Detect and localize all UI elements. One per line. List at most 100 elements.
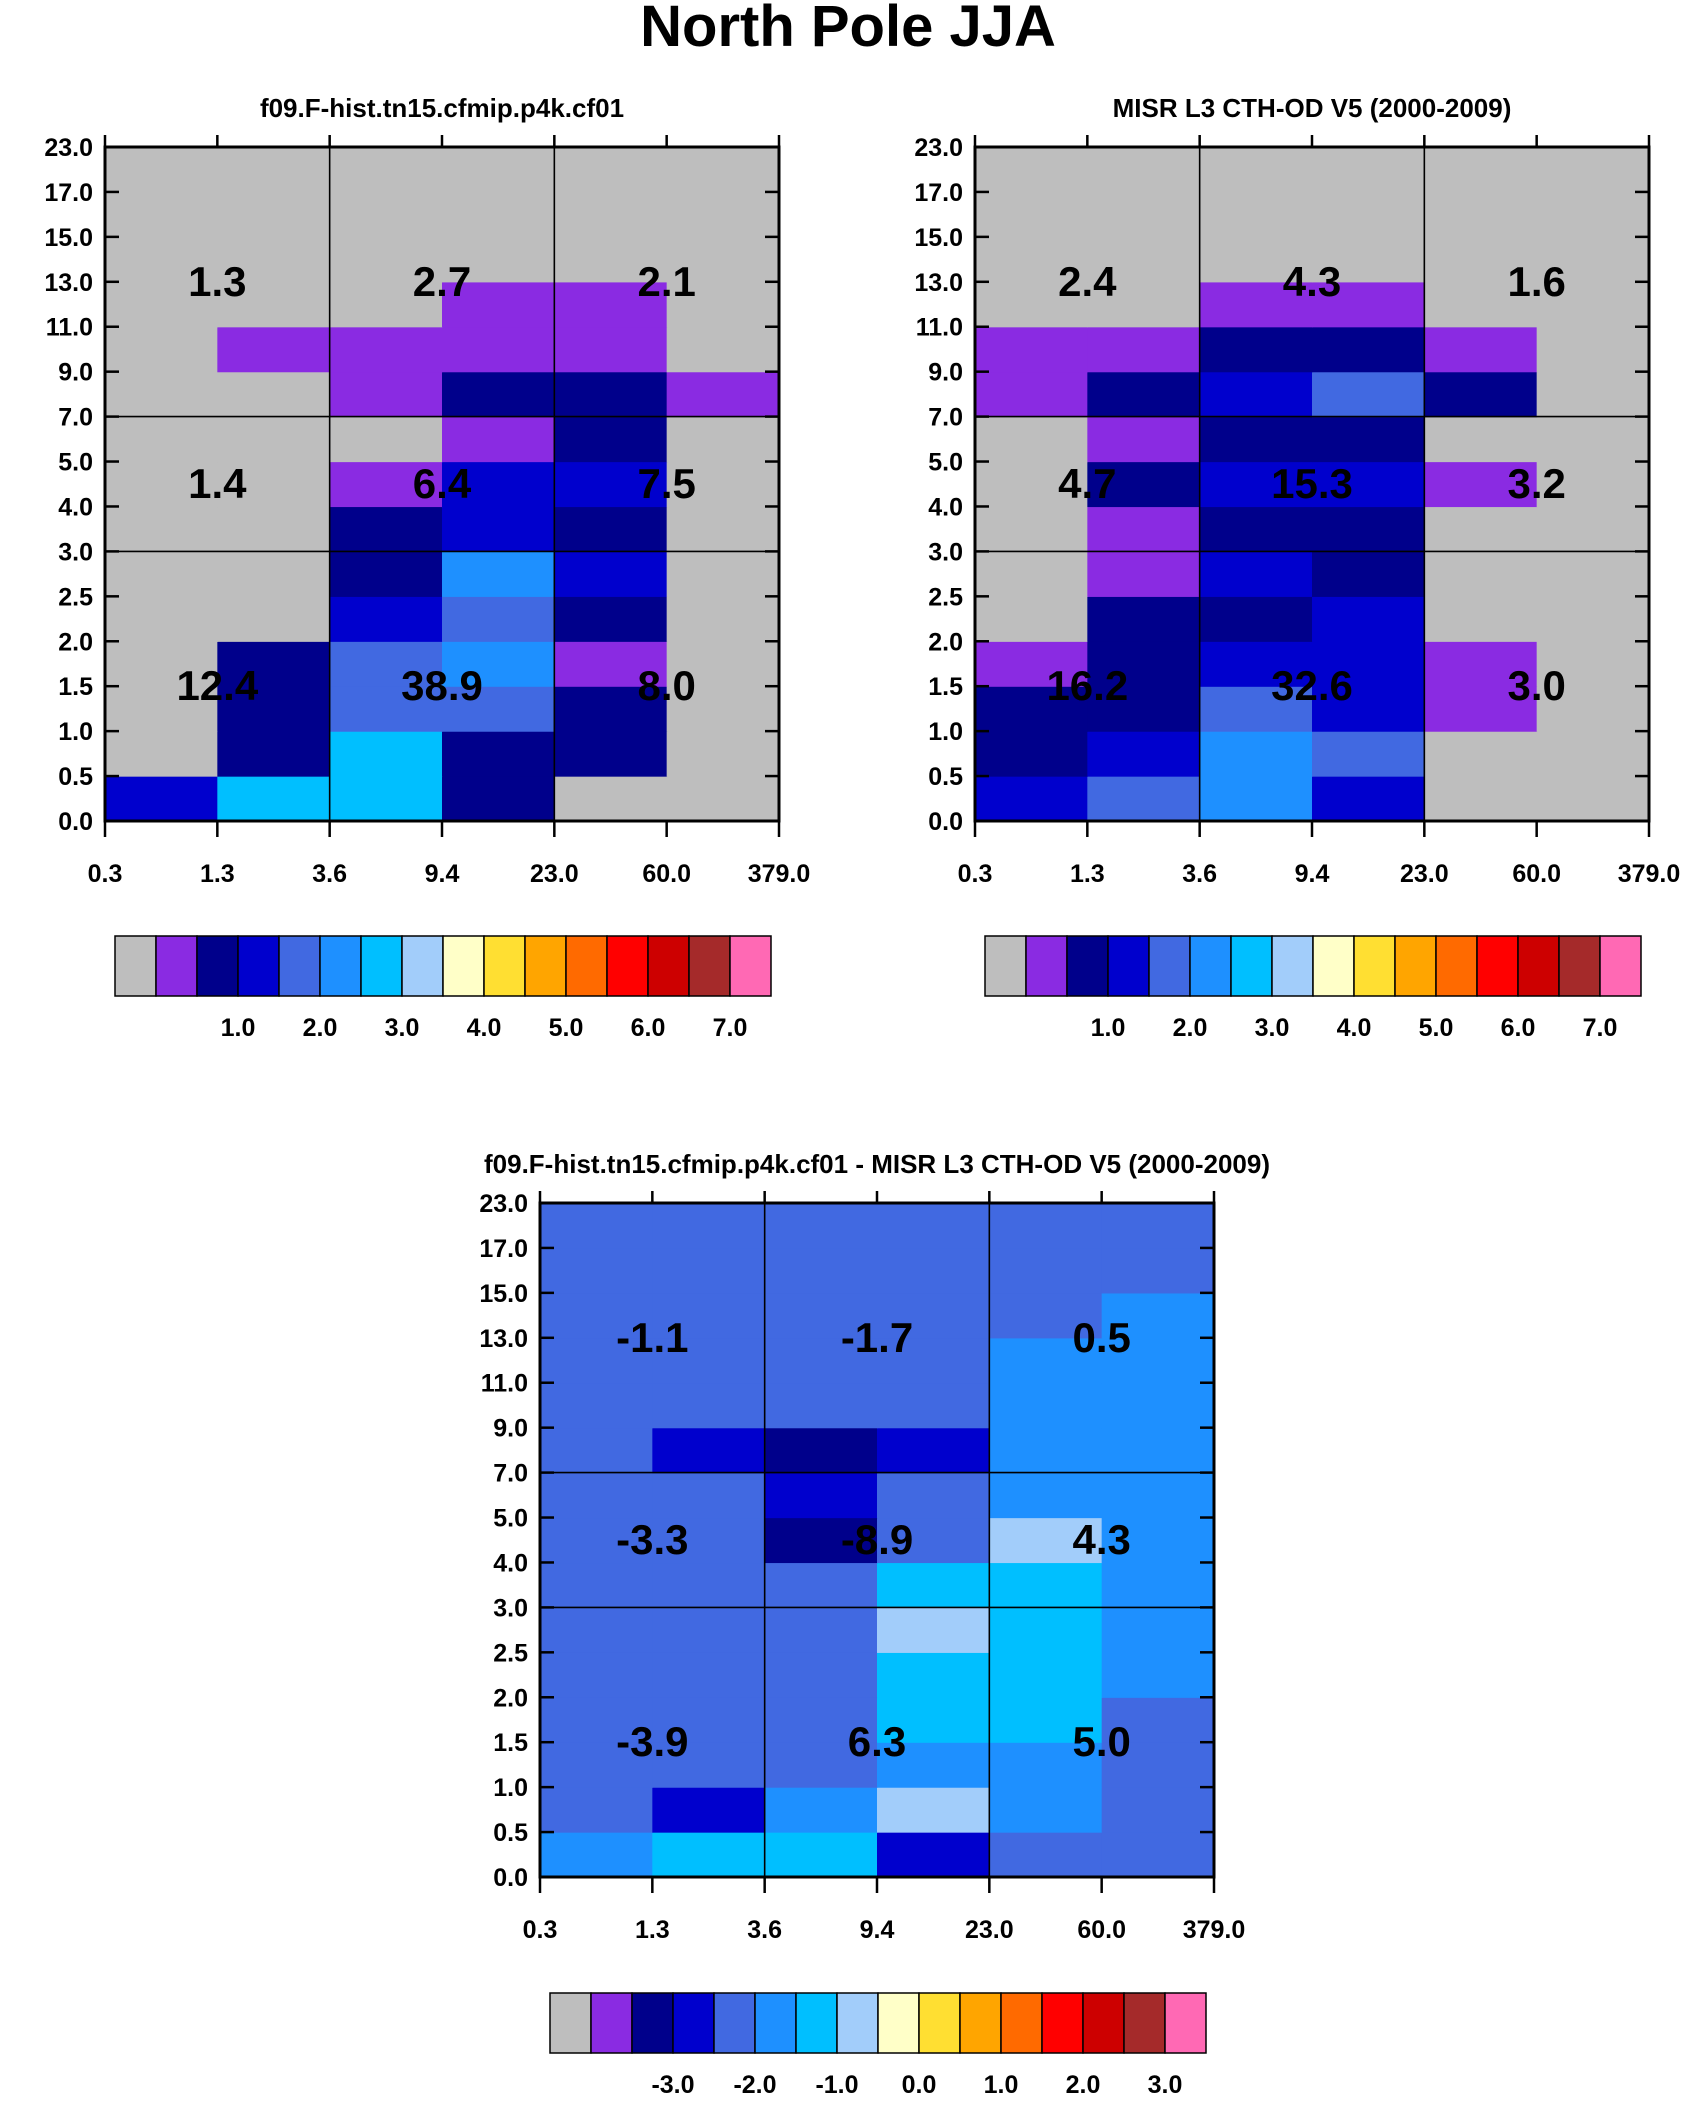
heatmap-cell xyxy=(764,1652,878,1698)
x-tick-label: 23.0 xyxy=(530,860,579,888)
heatmap-cell xyxy=(1536,641,1650,687)
heatmap-cell xyxy=(442,551,555,597)
y-tick-label: 17.0 xyxy=(914,179,963,207)
colorbar-swatch xyxy=(1476,935,1519,997)
heatmap-cell xyxy=(329,596,443,642)
heatmap-cell xyxy=(1087,281,1201,328)
group-total-label: 4.7 xyxy=(1058,460,1116,507)
panel-observation: MISR L3 CTH-OD V5 (2000-2009) 0.0 0.5 1.0 1.… xyxy=(914,93,1680,1042)
heatmap-cell xyxy=(105,371,218,418)
heatmap-cell xyxy=(329,416,443,463)
heatmap-cell xyxy=(554,371,668,418)
heatmap-cell xyxy=(1424,147,1538,193)
colorbar-swatch xyxy=(754,1992,797,2054)
colorbar-swatch xyxy=(672,1992,715,2054)
group-total-label: 4.3 xyxy=(1072,1516,1130,1563)
colorbar-label: -2.0 xyxy=(733,2071,776,2099)
heatmap-cell xyxy=(217,236,331,283)
heatmap-cell xyxy=(554,416,668,463)
heatmap-cell xyxy=(1424,686,1538,732)
heatmap-cell xyxy=(554,326,668,373)
heatmap-cell xyxy=(764,1832,878,1878)
colorbar-swatch xyxy=(360,935,403,997)
y-tick-label: 11.0 xyxy=(481,1370,528,1398)
colorbar-swatch xyxy=(483,935,526,997)
heatmap-cell xyxy=(442,236,555,283)
heatmap-cell xyxy=(1424,506,1538,552)
y-tick-label: 17.0 xyxy=(44,179,93,207)
colorbar-swatch xyxy=(1066,935,1109,997)
panel-model: f09.F-hist.tn15.cfmip.p4k.cf01 0.0 0.5 1.0 1… xyxy=(44,93,810,1042)
heatmap-cell xyxy=(666,731,780,777)
x-tick-label: 9.4 xyxy=(425,860,460,888)
heatmap-cell xyxy=(1101,1787,1215,1833)
heatmap-cell xyxy=(1536,281,1650,328)
colorbar-label: -3.0 xyxy=(651,2071,694,2099)
heatmap-cell xyxy=(105,776,218,822)
heatmap-cell xyxy=(877,1562,990,1608)
heatmap-cell xyxy=(105,147,218,193)
heatmap-cell xyxy=(1087,416,1201,463)
x-tick-label: 3.6 xyxy=(1182,860,1217,888)
colorbar-swatch xyxy=(1107,935,1150,997)
y-tick-label: 0.0 xyxy=(58,808,93,836)
colorbar-swatch xyxy=(729,935,772,997)
heatmap-cell xyxy=(1199,596,1313,642)
y-tick-label: 7.0 xyxy=(493,1460,528,1488)
heatmap-cell xyxy=(652,1562,766,1608)
heatmap-cell xyxy=(666,191,780,238)
group-total-label: 1.6 xyxy=(1507,258,1565,305)
heatmap-cell xyxy=(217,551,331,597)
x-tick-label: 3.6 xyxy=(312,860,347,888)
heatmap-cell xyxy=(1424,731,1538,777)
heatmap-cell xyxy=(217,281,331,328)
heatmap-cell xyxy=(329,551,443,597)
heatmap-cell xyxy=(1424,596,1538,642)
x-tick-label: 60.0 xyxy=(1512,860,1561,888)
colorbar-swatch xyxy=(984,935,1027,997)
colorbar-label: 1.0 xyxy=(1091,1014,1126,1042)
heatmap-cell xyxy=(877,1247,990,1294)
x-tick-label: 0.3 xyxy=(88,860,123,888)
heatmap-cell xyxy=(554,641,668,687)
colorbar-swatch xyxy=(278,935,321,997)
y-tick-label: 2.0 xyxy=(58,628,93,656)
heatmap-cell xyxy=(442,191,555,238)
heatmap-cell xyxy=(1101,1337,1215,1384)
heatmap-cell xyxy=(989,1742,1103,1788)
heatmap-cell xyxy=(217,641,331,687)
heatmap-cell xyxy=(1199,641,1313,687)
heatmap-cell xyxy=(1424,191,1538,238)
heatmap-cell xyxy=(1087,506,1201,552)
colorbar-swatch xyxy=(713,1992,756,2054)
heatmap-cell xyxy=(105,596,218,642)
heatmap-cell xyxy=(652,1832,766,1878)
heatmap-cell xyxy=(877,1742,990,1788)
heatmap-cell xyxy=(329,731,443,777)
heatmap-cell xyxy=(329,686,443,732)
y-tick-label: 1.0 xyxy=(493,1774,528,1802)
heatmap-cell xyxy=(540,1427,653,1474)
heatmap-cell xyxy=(554,147,668,193)
heatmap-cell xyxy=(877,1427,990,1474)
heatmap-cell xyxy=(1199,326,1313,373)
colorbar-label: 7.0 xyxy=(713,1014,748,1042)
heatmap-cell xyxy=(442,686,555,732)
colorbar-swatch xyxy=(565,935,608,997)
y-tick-label: 2.0 xyxy=(493,1684,528,1712)
heatmap-cell xyxy=(764,1742,878,1788)
heatmap-cell xyxy=(652,1427,766,1474)
colorbar-label: 1.0 xyxy=(221,1014,256,1042)
heatmap-cell xyxy=(105,686,218,732)
y-tick-label: 13.0 xyxy=(479,1325,528,1353)
group-total-label: 3.0 xyxy=(1507,662,1565,709)
y-tick-label: 0.5 xyxy=(928,763,963,791)
heatmap-cell xyxy=(975,416,1088,463)
colorbar-swatch xyxy=(795,1992,838,2054)
y-tick-label: 2.5 xyxy=(58,583,93,611)
heatmap-cell xyxy=(989,1517,1103,1564)
heatmap-cell xyxy=(666,236,780,283)
heatmap-cell xyxy=(1087,147,1201,193)
page-title: North Pole JJA xyxy=(640,0,1056,59)
colorbar-swatch xyxy=(401,935,444,997)
